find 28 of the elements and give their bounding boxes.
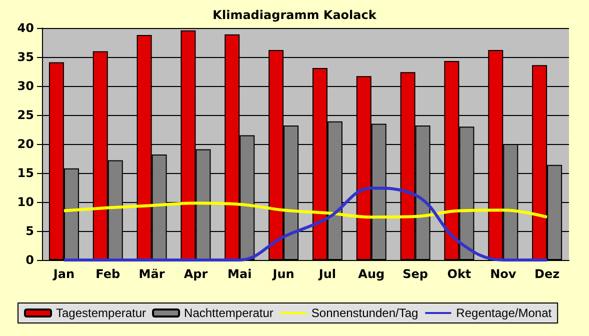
x-tick-label: Jan <box>52 267 75 281</box>
x-tick-label: Nov <box>490 267 516 281</box>
legend-label: Sonnenstunden/Tag <box>311 306 418 320</box>
line-series <box>62 202 549 219</box>
x-tick-label: Mär <box>138 267 165 281</box>
legend-label: Tagestemperatur <box>56 306 146 320</box>
y-tick-label: 25 <box>17 108 34 122</box>
x-tick-label: Mai <box>228 267 252 281</box>
x-tick-label: Aug <box>358 267 385 281</box>
y-tick-label: 35 <box>17 50 34 64</box>
x-tick-label: Jun <box>272 267 294 281</box>
x-tick-label: Sep <box>402 267 428 281</box>
x-tick-label: Jul <box>318 267 336 281</box>
x-tick-label: Apr <box>184 267 208 281</box>
y-tick-label: 10 <box>17 195 34 209</box>
x-tick-label: Okt <box>447 267 472 281</box>
y-tick-label: 20 <box>17 137 34 151</box>
x-tick-label: Dez <box>534 267 560 281</box>
y-tick-label: 30 <box>17 79 34 93</box>
y-tick-label: 5 <box>26 224 34 238</box>
legend-label: Regentage/Monat <box>456 306 552 320</box>
y-tick-label: 15 <box>17 166 34 180</box>
chart-title: Klimadiagramm Kaolack <box>212 8 378 22</box>
line-series <box>62 186 549 262</box>
y-tick-label: 40 <box>17 21 34 35</box>
legend-label: Nachttemperatur <box>184 306 274 320</box>
y-tick-label: 0 <box>26 253 34 267</box>
x-tick-label: Feb <box>96 267 120 281</box>
